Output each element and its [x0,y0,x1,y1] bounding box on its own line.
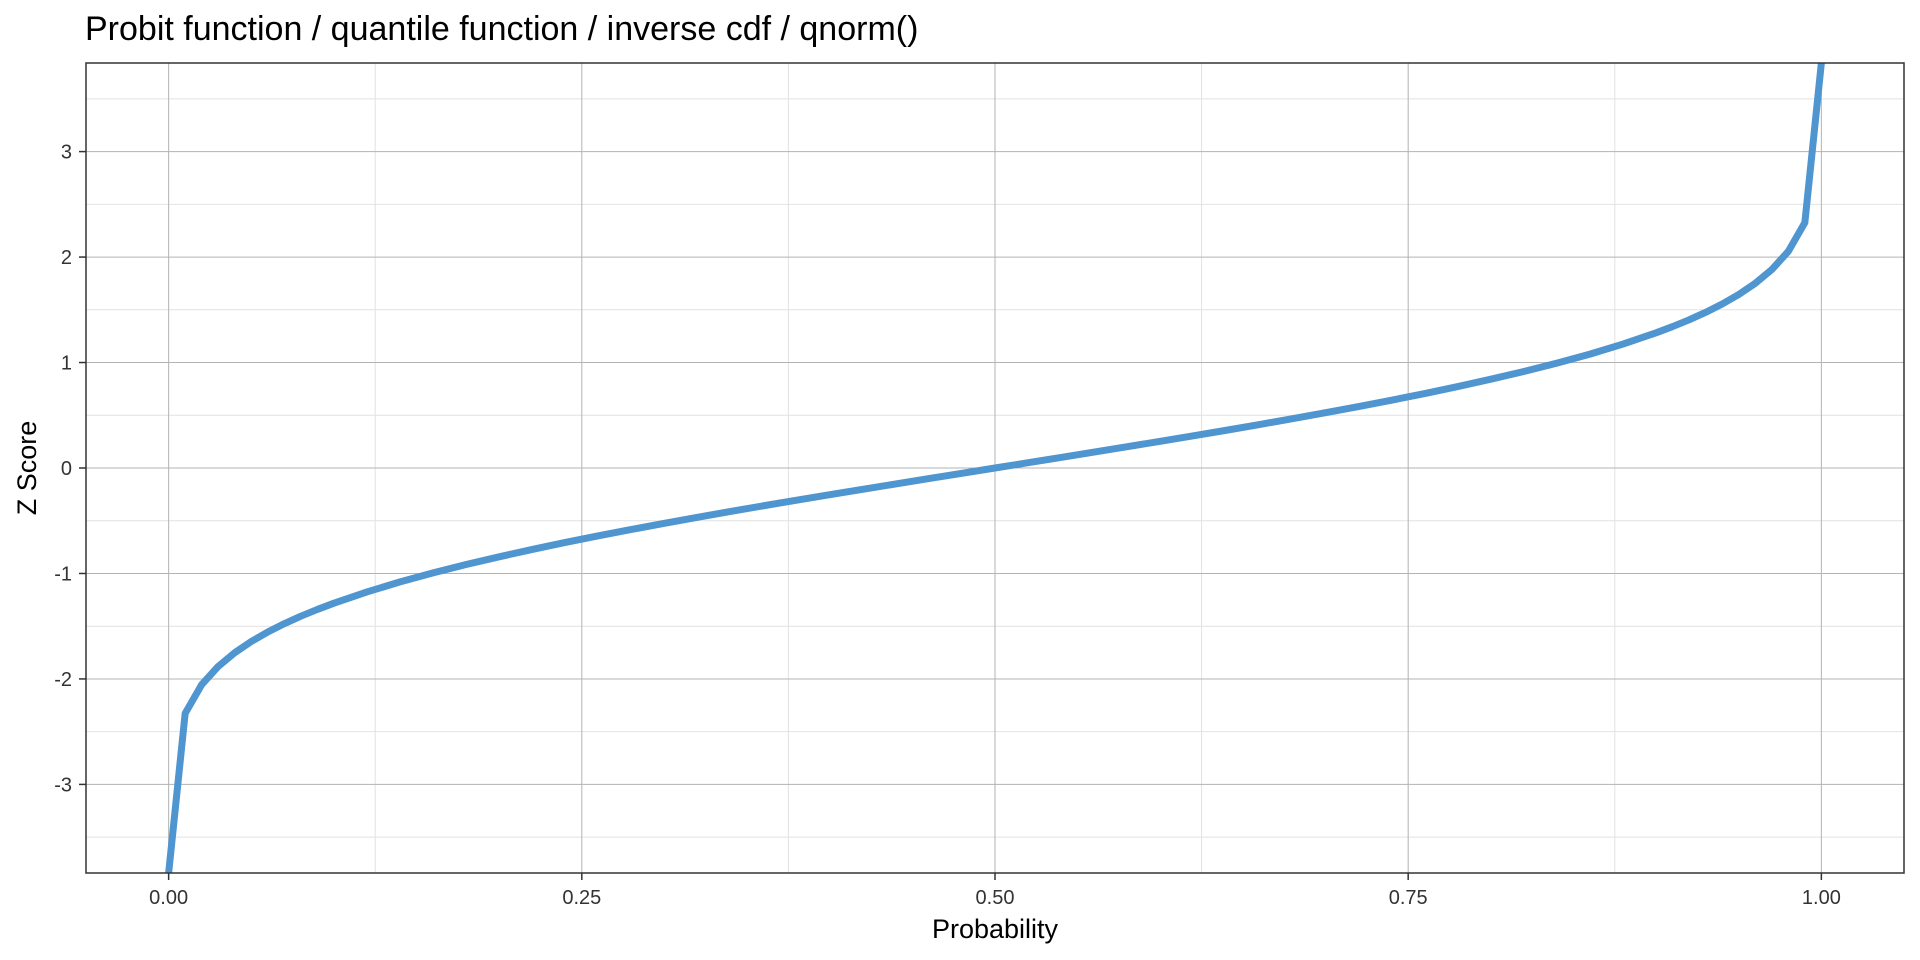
x-tick-label: 0.00 [149,887,188,909]
major-gridlines [86,63,1904,873]
series-line [165,62,1825,874]
y-tick-label: -3 [54,774,72,796]
x-axis: 0.00 0.25 0.50 0.75 1.00 [149,873,1841,909]
y-tick-label: 2 [61,247,72,269]
y-tick-label: 3 [61,142,72,164]
y-tick-label: -2 [54,669,72,691]
x-axis-title: Probability [932,914,1059,944]
x-tick-label: 0.25 [562,887,601,909]
chart-title: Probit function / quantile function / in… [85,10,918,48]
y-tick-label: 0 [61,458,72,480]
x-tick-label: 0.50 [976,887,1015,909]
y-tick-label: -1 [54,563,72,585]
y-axis-title: Z Score [12,421,42,516]
y-tick-label: 1 [61,353,72,375]
y-axis: -3 -2 -1 0 1 2 3 [54,142,86,796]
series-layer [165,62,1825,874]
x-tick-label: 1.00 [1802,887,1841,909]
x-tick-label: 0.75 [1389,887,1428,909]
